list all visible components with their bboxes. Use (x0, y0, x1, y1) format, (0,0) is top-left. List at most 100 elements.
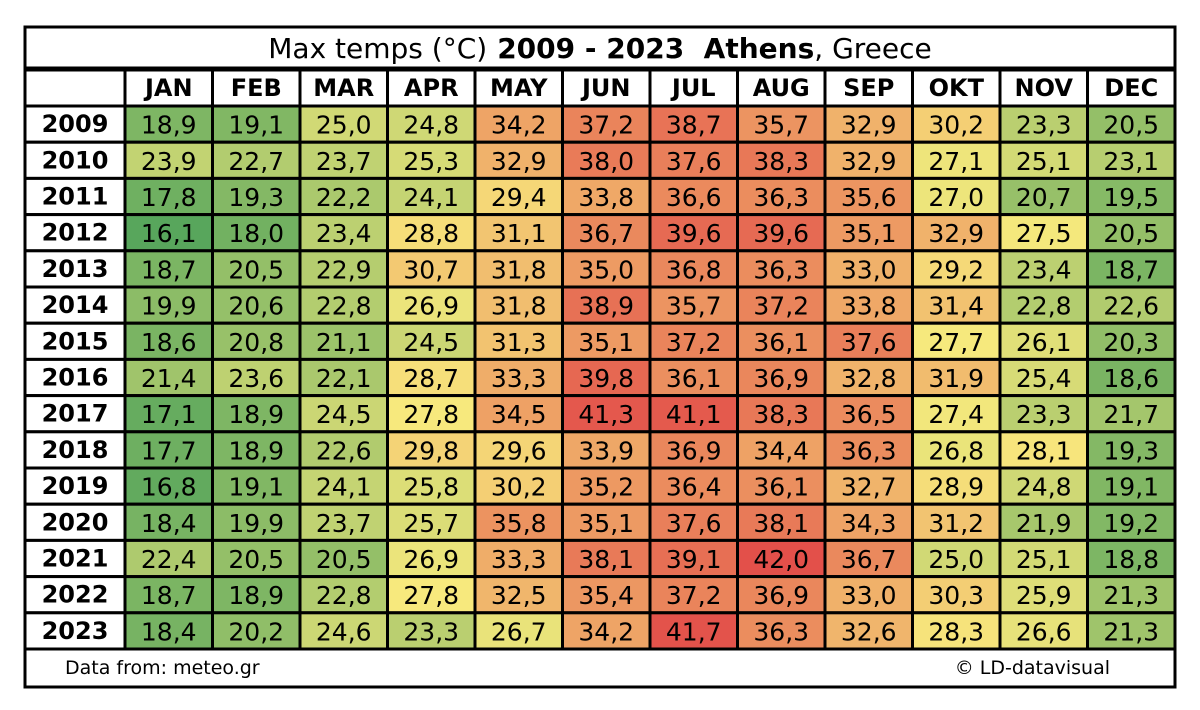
cell-label: 18,7 (141, 255, 197, 284)
heat-cell (473, 575, 564, 615)
cell-label: 37,6 (666, 147, 722, 176)
cell-label: 20,3 (1103, 328, 1159, 357)
cell-label: 29,8 (403, 436, 459, 465)
row-header-cell (23, 249, 127, 289)
heat-cell (386, 357, 477, 398)
column-header: JUN (580, 74, 631, 102)
cell-label: 22,6 (316, 436, 372, 465)
chart-title: Max temps (°C) 2009 - 2023 Athens, Greece (268, 32, 931, 65)
cell-label: 23,3 (1016, 400, 1072, 429)
row-header: 2012 (42, 219, 109, 247)
cell-label: 36,4 (666, 473, 722, 502)
cell-label: 22,1 (316, 364, 372, 393)
cell-label: 35,8 (491, 509, 547, 538)
heat-cell (736, 321, 827, 361)
credit-note: © LD-datavisual (955, 657, 1110, 679)
cell-label: 36,1 (753, 473, 809, 502)
cell-label: 25,1 (1016, 147, 1072, 176)
cell-label: 20,5 (228, 545, 284, 574)
heat-cell (1086, 140, 1177, 180)
cell-label: 38,9 (578, 292, 634, 321)
heat-cell (1086, 430, 1177, 470)
cell-label: 36,3 (841, 436, 897, 465)
cell-label: 21,3 (1103, 581, 1159, 610)
heat-cell (298, 394, 389, 434)
cell-label: 19,9 (228, 509, 284, 538)
cell-label: 30,2 (491, 473, 547, 502)
cell-label: 22,8 (316, 581, 372, 610)
heat-cell (823, 140, 914, 180)
cell-label: 31,8 (491, 255, 547, 284)
cell-label: 30,2 (928, 111, 984, 140)
cell-label: 35,1 (578, 509, 634, 538)
column-header: FEB (231, 74, 282, 102)
cell-label: 20,5 (1103, 219, 1159, 248)
cell-label: 20,5 (228, 255, 284, 284)
cell-label: 22,8 (316, 292, 372, 321)
cell-label: 22,8 (1016, 292, 1072, 321)
cell-label: 22,7 (228, 147, 284, 176)
row-header: 2010 (42, 146, 109, 174)
column-header: OKT (929, 74, 985, 102)
cell-label: 36,9 (666, 436, 722, 465)
cell-label: 25,0 (316, 111, 372, 140)
cell-label: 38,1 (753, 509, 809, 538)
cell-label: 30,7 (403, 255, 459, 284)
heat-cell (473, 611, 564, 651)
cell-label: 39,6 (753, 219, 809, 248)
heat-cell (211, 430, 302, 470)
heat-cell (298, 140, 389, 180)
heat-cell (998, 140, 1089, 180)
cell-label: 36,9 (753, 581, 809, 610)
cell-label: 35,7 (666, 292, 722, 321)
heat-cell (648, 575, 739, 615)
row-header: 2014 (42, 291, 109, 319)
cell-label: 35,1 (578, 328, 634, 357)
cell-label: 25,7 (403, 509, 459, 538)
cell-label: 19,3 (228, 183, 284, 212)
heat-cell (298, 321, 389, 361)
cell-label: 19,5 (1103, 183, 1159, 212)
heat-cell (736, 575, 827, 615)
column-header-cell (911, 68, 1002, 108)
cell-label: 33,3 (491, 364, 547, 393)
column-header: JUL (670, 74, 716, 102)
cell-label: 23,4 (316, 219, 372, 248)
heat-cell (998, 357, 1089, 398)
heat-cell (211, 538, 302, 579)
row-header: 2017 (42, 400, 109, 428)
heat-cell (736, 466, 827, 506)
cell-label: 18,6 (1103, 364, 1159, 393)
cell-label: 25,0 (928, 545, 984, 574)
cell-label: 37,2 (666, 581, 722, 610)
cell-label: 36,1 (753, 328, 809, 357)
cell-label: 18,4 (141, 509, 197, 538)
cell-label: 24,6 (316, 617, 372, 646)
cell-label: 22,2 (316, 183, 372, 212)
row-header: 2011 (42, 183, 109, 211)
cell-label: 20,5 (1103, 111, 1159, 140)
row-header-cell (23, 213, 127, 253)
cell-label: 18,7 (141, 581, 197, 610)
cell-label: 27,8 (403, 400, 459, 429)
cell-label: 38,1 (578, 545, 634, 574)
cell-label: 33,3 (491, 545, 547, 574)
cell-label: 31,9 (928, 364, 984, 393)
heat-cell (1086, 176, 1177, 217)
cell-label: 20,5 (316, 545, 372, 574)
heat-cell (211, 213, 302, 253)
cell-label: 26,1 (1016, 328, 1072, 357)
cell-label: 25,4 (1016, 364, 1072, 393)
column-header: MAR (313, 74, 374, 102)
cell-label: 35,7 (753, 111, 809, 140)
cell-label: 36,1 (666, 364, 722, 393)
column-header: MAY (490, 74, 548, 102)
title-part: , Greece (814, 32, 931, 65)
cell-label: 29,6 (491, 436, 547, 465)
heat-cell (823, 466, 914, 506)
cell-label: 18,9 (228, 581, 284, 610)
cell-label: 31,8 (491, 292, 547, 321)
column-header-cell (1086, 68, 1177, 108)
column-header: APR (404, 74, 459, 102)
heat-cell (736, 249, 827, 289)
